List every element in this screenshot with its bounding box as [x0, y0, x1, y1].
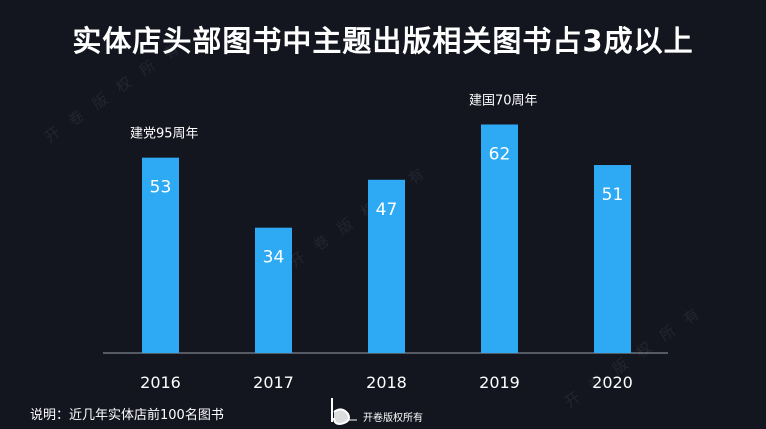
x-tick-label-2017: 2017	[253, 373, 294, 392]
brand-text: 开卷版权所有	[363, 413, 423, 424]
bar-2016	[142, 157, 179, 353]
x-tick-label-2020: 2020	[592, 373, 633, 392]
annotation-2016: 建党95周年	[130, 127, 199, 142]
footnote: 说明：近几年实体店前100名图书	[30, 408, 224, 423]
annotation-2019: 建国70周年	[469, 93, 538, 108]
bar-2019	[481, 124, 518, 353]
x-tick-label-2016: 2016	[140, 373, 181, 392]
bar-2018	[368, 179, 405, 353]
data-label-2017: 34	[263, 248, 285, 268]
bar-2017	[255, 227, 292, 353]
x-tick-label-2018: 2018	[366, 373, 407, 392]
data-label-2019: 62	[489, 144, 511, 164]
data-label-2018: 47	[376, 200, 398, 220]
bar-2020	[594, 165, 631, 353]
x-tick-label-2019: 2019	[479, 373, 520, 392]
data-label-2016: 53	[150, 178, 172, 198]
data-label-2020: 51	[602, 185, 624, 205]
kaijuan-logo-icon	[331, 398, 357, 426]
chart-title: 实体店头部图书中主题出版相关图书占3成以上	[72, 24, 694, 58]
